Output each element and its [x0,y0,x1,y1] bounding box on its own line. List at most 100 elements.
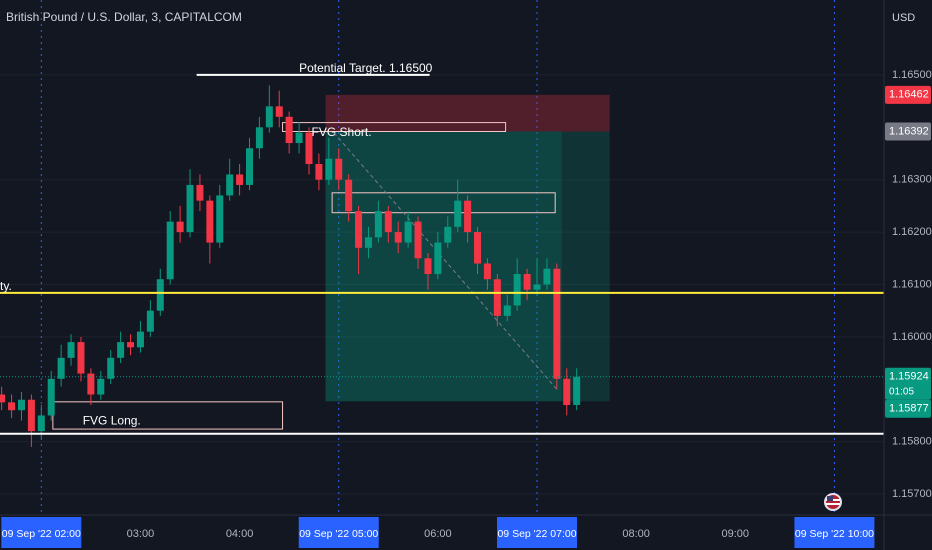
candle-body [275,106,283,117]
candle-body [394,232,402,243]
zone-box [325,131,610,402]
candle-body [97,378,105,395]
candle-body [196,184,204,201]
x-tick-highlight [794,517,875,548]
candle-body [216,195,224,243]
x-tick-label: 09 Sep '22 07:00 [497,528,576,540]
candle-body [67,342,75,358]
candle-body [523,274,531,290]
x-tick-label: 06:00 [424,528,452,540]
line-label: ty. [0,279,12,293]
price-countdown: 01:05 [889,386,914,397]
candle-body [434,242,442,275]
candle-body [265,106,273,128]
price-badge [885,85,931,104]
candle-body [206,200,214,243]
x-tick-highlight [497,517,578,548]
x-tick-label: 09:00 [722,528,750,540]
candle-body [355,211,363,248]
candle-body [107,357,115,379]
candle-body [563,378,571,405]
candle-body [285,116,293,144]
y-tick-label: 1.16500 [892,69,932,81]
x-tick-label: 08:00 [622,528,650,540]
candle-body [0,394,6,403]
trend-line [333,132,558,390]
candle-body [87,373,95,395]
candle-body [364,237,372,248]
candle-body [503,305,511,316]
candle-body [305,132,313,164]
price-badge-label: 1.16392 [889,125,929,137]
candle-body [136,331,144,348]
candle-body [553,268,561,379]
candle-body [236,174,244,185]
candle-body [166,221,174,280]
y-tick-label: 1.16300 [892,174,932,186]
zone-label: FVG Short. [312,125,372,139]
candle-body [8,402,16,411]
candle-body [186,184,194,233]
candle-body [384,211,392,233]
candle-body [474,232,482,264]
candle-body [315,163,323,180]
candle-body [533,284,541,290]
candle-body [513,274,521,306]
price-badge [885,367,931,400]
candle-body [573,376,581,405]
candle-body [47,378,55,416]
price-badge [885,122,931,141]
plot-area: FVG Short. FVG Long. Potential Target. 1.1… [0,0,884,515]
price-badge-label: 1.15877 [889,403,929,415]
candle-body [226,174,234,196]
y-tick-label: 1.16100 [892,278,932,290]
candle-body [117,342,125,358]
time-axis [0,515,884,550]
candle-body [37,415,45,432]
candle-body [454,200,462,227]
line-label: Potential Target. 1.16500 [299,61,433,75]
candle-body [374,211,382,238]
y-tick-label: 1.15800 [892,436,932,448]
candle-body [325,158,333,180]
x-tick-label: 03:00 [127,528,155,540]
candle-body [464,200,472,233]
zone-label: FVG Long. [83,414,141,428]
x-tick-label: 04:00 [226,528,254,540]
y-tick-label: 1.16200 [892,226,932,238]
y-tick-label: 1.15700 [892,488,932,500]
candle-body [156,279,164,311]
flag-icon[interactable] [824,493,842,511]
candle-body [483,263,491,280]
candle-body [17,399,25,411]
chart-title: British Pound / U.S. Dollar, 3, CAPITALC… [6,10,242,24]
candle-body [255,127,263,149]
candle-body [543,268,551,285]
candle-body [424,258,432,275]
candle-body [404,221,412,243]
zone-box [325,94,610,132]
candle-body [176,221,184,233]
candle-body [246,148,254,185]
x-tick-label: 09 Sep '22 02:00 [2,528,81,540]
x-tick-highlight [1,517,82,548]
x-tick-label: 09 Sep '22 05:00 [299,528,378,540]
x-tick-label: 09 Sep '22 10:00 [795,528,874,540]
currency: USD [892,12,915,24]
zone-box [325,131,562,402]
candle-body [127,342,135,348]
candle-body [493,279,501,316]
zone-box [331,192,556,214]
price-badge [885,399,931,418]
candle-body [345,179,353,212]
x-tick-highlight [298,517,379,548]
price-badge-label: 1.15924 [889,371,929,383]
candle-body [146,310,154,332]
candle-body [444,226,452,243]
candle-body [77,342,85,374]
zone-box [282,122,507,133]
candle-body [295,132,303,144]
candle-body [27,399,35,432]
